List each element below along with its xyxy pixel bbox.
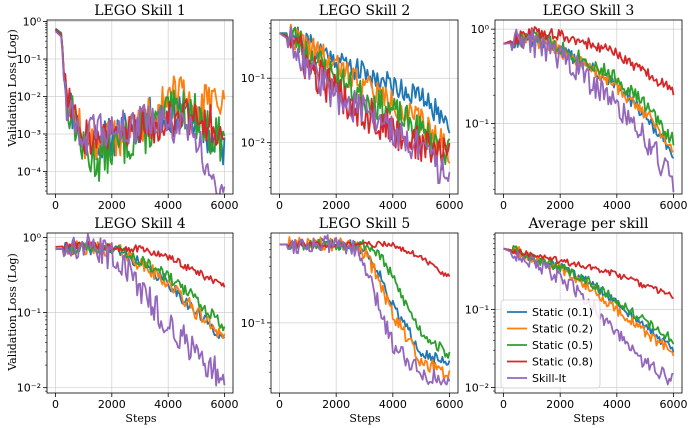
series-line-static-0-8 [54,29,225,155]
plot-frame [46,19,234,195]
series-line-static-0-5 [503,245,675,345]
y-axis-label-row1: Validation Loss (Log) [6,29,19,148]
x-axis-label-col2: Steps [349,412,381,425]
legend-label: Skill-It [532,372,567,385]
legend-label: Static (0.1) [532,306,593,319]
x-tick-label: 2000 [98,398,126,411]
y-tick-label: 10⁻¹ [17,53,41,66]
panel-6: Average per skill 0 2000 4000 6000 10⁻² 10⁻¹ St… [465,216,688,411]
series-line-static-0-8 [503,26,675,96]
plot-frame [270,19,459,195]
panel-title: LEGO Skill 4 [94,216,186,232]
x-axis-label-col3: Steps [573,412,605,425]
series-line-static-0-8 [503,247,674,300]
x-tick-label: 6000 [660,199,688,212]
panel-3: LEGO Skill 3 0 2000 4000 6000 10⁻¹ 10⁰ [465,3,688,212]
series-line-static-0-2 [503,32,674,153]
y-tick-label: 10⁻¹ [17,307,41,320]
series-line-skill-it [503,247,674,386]
series-line-skill-it [54,30,226,194]
y-tick-label: 10⁻¹ [465,118,489,131]
legend-label: Static (0.2) [532,323,593,336]
x-tick-label: 6000 [211,199,239,212]
legend-label: Static (0.5) [532,339,593,352]
y-tick-label: 10⁻³ [17,128,41,141]
x-tick-label: 0 [500,398,507,411]
series-line-static-0-2 [503,245,675,357]
series-line-static-0-5 [55,29,226,183]
y-tick-label: 10⁻⁴ [17,165,42,178]
x-tick-label: 4000 [154,199,182,212]
y-axis-label-row2: Validation Loss (Log) [6,253,19,372]
y-tick-label: 10⁻¹ [241,72,265,85]
x-tick-label: 0 [52,398,59,411]
series-line-skill-it [503,28,675,193]
x-tick-label: 2000 [546,398,574,411]
x-tick-label: 6000 [436,199,464,212]
y-tick-label: 10⁻¹ [465,303,489,316]
x-tick-label: 0 [276,398,283,411]
panel-2: LEGO Skill 2 0 2000 4000 6000 10⁻² 10⁻¹ [241,3,464,212]
y-tick-label: 10⁰ [471,23,490,36]
panel-title: Average per skill [528,216,649,232]
x-axis-label-col1: Steps [125,412,157,425]
legend: Static (0.1) Static (0.2) Static (0.5) Stat… [500,299,601,389]
legend-box [500,299,601,389]
series-line-skill-it [278,26,451,185]
y-tick-label: 10⁻¹ [241,317,265,330]
x-tick-label: 0 [500,199,507,212]
series-line-static-0-5 [279,238,451,359]
x-tick-label: 4000 [603,199,631,212]
x-tick-label: 4000 [379,199,407,212]
series-line-static-0-5 [503,29,675,146]
panel-title: LEGO Skill 5 [319,216,411,232]
plot-frame [270,232,459,394]
panel-1: LEGO Skill 1 0 2000 4000 6000 10⁻⁴ 10⁻³ 10⁻² 10⁻… [17,3,239,212]
series-line-static-0-1 [503,33,675,159]
series-line-skill-it [279,234,451,386]
legend-label: Static (0.8) [532,356,593,369]
y-tick-label: 10⁻² [17,382,41,395]
series-line-static-0-5 [55,240,226,332]
series-line-skill-it [55,233,226,387]
panel-title: LEGO Skill 1 [94,3,186,19]
plot-frame [494,232,683,394]
plot-frame [494,19,683,195]
panel-4: LEGO Skill 4 0 2000 4000 6000 10⁻² 10⁻¹ 10⁰ [17,216,239,411]
x-tick-label: 2000 [322,398,350,411]
x-tick-label: 6000 [436,398,464,411]
y-tick-label: 10⁻² [465,381,489,394]
y-tick-label: 10⁻² [17,90,41,103]
x-tick-label: 2000 [546,199,574,212]
y-tick-label: 10⁻² [241,137,265,150]
panel-title: LEGO Skill 2 [319,3,411,19]
x-tick-label: 6000 [211,398,239,411]
x-tick-label: 0 [276,199,283,212]
x-tick-label: 4000 [154,398,182,411]
x-tick-label: 2000 [322,199,350,212]
y-tick-label: 10⁰ [23,232,42,245]
x-tick-label: 4000 [379,398,407,411]
x-tick-label: 2000 [98,199,126,212]
x-tick-label: 0 [52,199,59,212]
x-tick-label: 4000 [603,398,631,411]
series-line-static-0-1 [279,26,451,134]
plot-frame [46,232,234,394]
panel-title: LEGO Skill 3 [543,3,635,19]
x-tick-label: 6000 [660,398,688,411]
y-tick-label: 10⁰ [23,16,42,29]
series-line-static-0-2 [279,236,451,381]
panel-5: LEGO Skill 5 0 2000 4000 6000 10⁻¹ [241,216,464,411]
